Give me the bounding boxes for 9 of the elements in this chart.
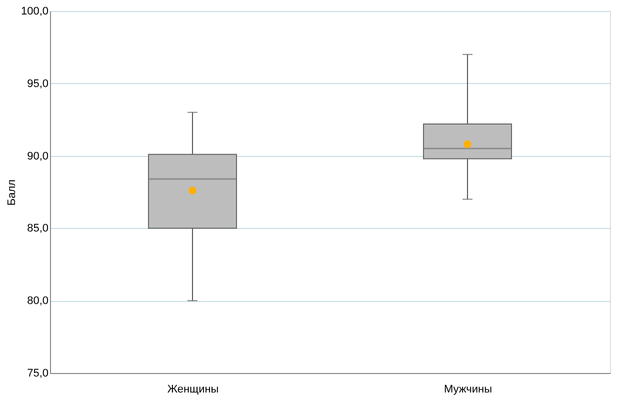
y-tick-label: 95,0: [27, 78, 48, 90]
x-tick-label: Женщины: [167, 384, 219, 396]
y-tick-label: 90,0: [27, 150, 48, 162]
y-tick-label: 80,0: [27, 295, 48, 308]
x-tick-label: Мужчины: [444, 384, 492, 396]
y-tick-label: 85,0: [27, 222, 48, 235]
y-tick-label: 100,0: [20, 6, 48, 18]
y-axis-title: Балл: [6, 179, 18, 206]
y-tick-label: 75,0: [27, 368, 48, 380]
